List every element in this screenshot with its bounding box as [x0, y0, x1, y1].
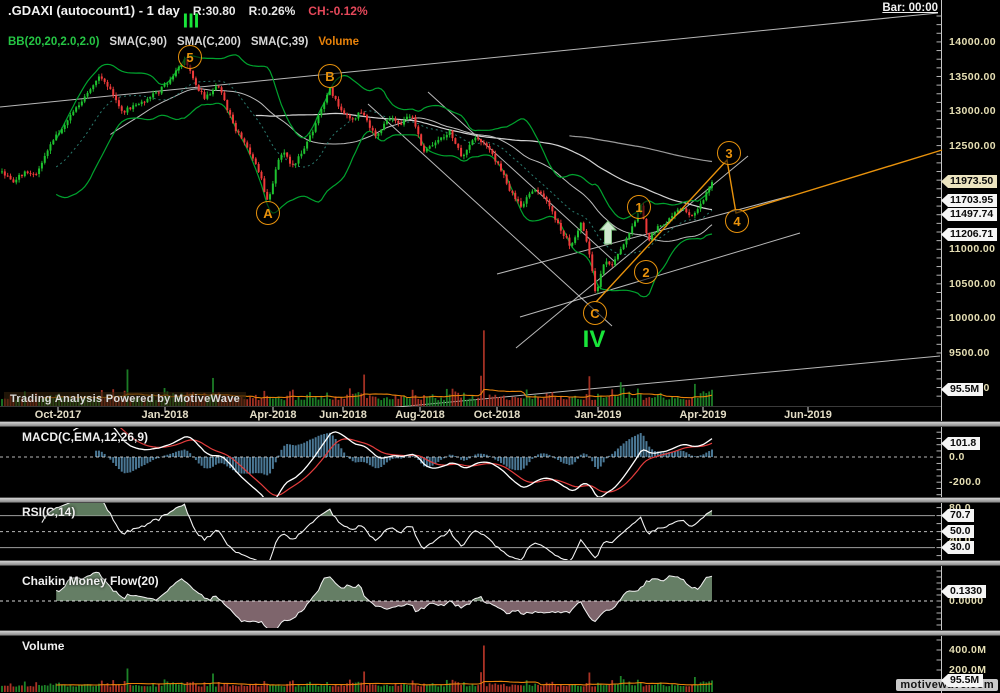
macd-axis-value-tag: 101.8	[941, 437, 981, 450]
legend-bar: BB(20,20,2.0,2.0) SMA(C,90) SMA(C,200) S…	[8, 36, 359, 48]
elliott-wave-label-1[interactable]: 1	[627, 195, 651, 219]
main-axis-label: 10500.00	[949, 277, 996, 290]
date-axis-label: Jan-2018	[141, 409, 189, 421]
date-axis-label: Jun-2018	[319, 409, 367, 421]
main-axis-label: 14000.00	[949, 35, 996, 48]
panel-divider-1[interactable]	[0, 421, 1000, 427]
elliott-wave-label-5[interactable]: 5	[178, 45, 202, 69]
rsi-panel[interactable]	[0, 497, 935, 565]
panel-divider-3[interactable]	[0, 560, 1000, 566]
date-axis-label: Aug-2018	[395, 409, 445, 421]
main-axis-value-tag: 95.5M	[941, 383, 984, 396]
rsi-axis-value-tag: 50.0	[941, 525, 975, 538]
panel-divider-4[interactable]	[0, 630, 1000, 636]
range-percent: R:0.26%	[248, 4, 296, 18]
rsi-panel-label[interactable]: RSI(C,14)	[22, 505, 76, 519]
bar-countdown: Bar: 00:00	[882, 2, 938, 14]
main-axis-label: 12500.00	[949, 139, 996, 152]
legend-bollinger[interactable]: BB(20,20,2.0,2.0)	[8, 36, 100, 48]
main-axis-value-tag: 11497.74	[941, 208, 998, 221]
cmf-panel[interactable]	[0, 571, 935, 634]
date-axis-label: Oct-2018	[473, 409, 521, 421]
elliott-wave-label-4[interactable]: 4	[725, 209, 749, 233]
main-axis-label: 13500.00	[949, 70, 996, 83]
change-percent: CH:-0.12%	[308, 4, 368, 18]
date-axis-label: Jan-2019	[574, 409, 622, 421]
elliott-wave-label-2[interactable]: 2	[634, 260, 658, 284]
main-axis-label: 10000.00	[949, 311, 996, 324]
legend-sma-90[interactable]: SMA(C,90)	[109, 36, 167, 48]
range-value: R:30.80	[192, 4, 236, 18]
cmf-panel-label[interactable]: Chaikin Money Flow(20)	[22, 574, 159, 588]
elliott-degree-label-III[interactable]: III	[182, 10, 200, 33]
volume-axis-label: 400.0M	[949, 643, 987, 656]
macd-panel[interactable]	[0, 419, 935, 503]
date-axis-label: Jun-2019	[784, 409, 832, 421]
elliott-wave-label-C[interactable]: C	[583, 301, 607, 325]
legend-volume-overlay[interactable]: Volume	[318, 36, 360, 48]
main-axis-value-tag: 11206.71	[941, 228, 998, 241]
main-axis-value-tag: 11703.95	[941, 194, 998, 207]
motivewave-watermark: Trading Analysis Powered by MotiveWave	[4, 392, 247, 406]
main-price-panel[interactable]	[0, 12, 941, 411]
rsi-axis-value-tag: 30.0	[941, 541, 975, 554]
cmf-axis-value-tag: 0.1330	[941, 585, 987, 598]
volume-axis-value-tag: 95.5M	[941, 674, 984, 687]
symbol-title: .GDAXI (autocount1) - 1 day	[8, 3, 180, 18]
title-bar: .GDAXI (autocount1) - 1 day R:30.80 R:0.…	[8, 3, 368, 18]
rsi-axis-value-tag: 70.7	[941, 509, 975, 522]
up-arrow-marker[interactable]	[598, 220, 618, 245]
axis-frame	[0, 0, 942, 693]
elliott-wave-label-A[interactable]: A	[256, 201, 280, 225]
main-axis-label: 13000.00	[949, 104, 996, 117]
main-axis-label: 9500.00	[949, 346, 990, 359]
panel-divider-2[interactable]	[0, 497, 1000, 503]
main-axis-label: 11000.00	[949, 242, 996, 255]
date-axis-label: Apr-2018	[249, 409, 297, 421]
macd-axis-label: 0.0	[949, 450, 965, 463]
volume-panel-label[interactable]: Volume	[22, 639, 65, 653]
date-axis-label: Apr-2019	[679, 409, 727, 421]
projection-line[interactable]	[595, 149, 943, 303]
volume-panel[interactable]	[1, 645, 713, 693]
macd-panel-label[interactable]: MACD(C,EMA,12,26,9)	[22, 430, 149, 444]
legend-sma-39[interactable]: SMA(C,39)	[250, 36, 309, 48]
elliott-degree-label-IV[interactable]: IV	[582, 326, 606, 353]
elliott-wave-label-B[interactable]: B	[318, 64, 342, 88]
elliott-wave-label-3[interactable]: 3	[717, 141, 741, 165]
macd-axis-label: -200.0	[949, 475, 982, 488]
volume-axis-label: 200.0M	[949, 663, 987, 676]
main-axis-value-tag: 11973.50	[941, 175, 998, 188]
date-axis-label: Oct-2017	[34, 409, 82, 421]
